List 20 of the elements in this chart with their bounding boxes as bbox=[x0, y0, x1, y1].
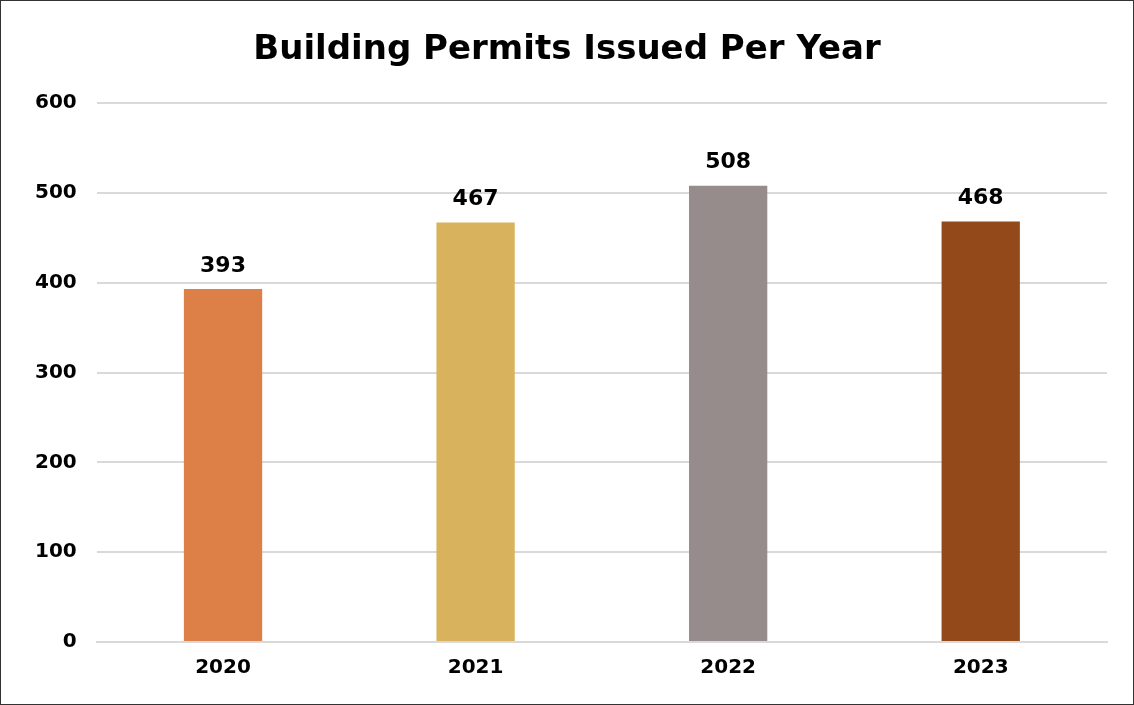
y-tick-label: 100 bbox=[35, 538, 77, 563]
bar bbox=[183, 288, 263, 641]
bar bbox=[941, 221, 1020, 641]
y-tick-label: 200 bbox=[35, 448, 77, 473]
bar bbox=[689, 185, 768, 641]
y-tick-label: 300 bbox=[35, 358, 77, 383]
chart-title: Building Permits Issued Per Year bbox=[252, 27, 882, 67]
data-label: 468 bbox=[957, 184, 1004, 210]
data-label: 467 bbox=[452, 185, 499, 211]
data-label: 393 bbox=[200, 251, 246, 277]
x-tick-label: 2023 bbox=[952, 654, 1009, 679]
x-tick-label: 2022 bbox=[700, 654, 756, 679]
data-label: 508 bbox=[705, 148, 752, 174]
bar bbox=[436, 222, 515, 641]
x-tick-label: 2020 bbox=[195, 654, 251, 679]
x-tick-label: 2021 bbox=[447, 654, 504, 679]
y-tick-label: 600 bbox=[35, 89, 77, 114]
y-tick-label: 0 bbox=[62, 628, 77, 653]
y-tick-label: 400 bbox=[35, 268, 77, 293]
y-tick-label: 500 bbox=[35, 179, 77, 204]
